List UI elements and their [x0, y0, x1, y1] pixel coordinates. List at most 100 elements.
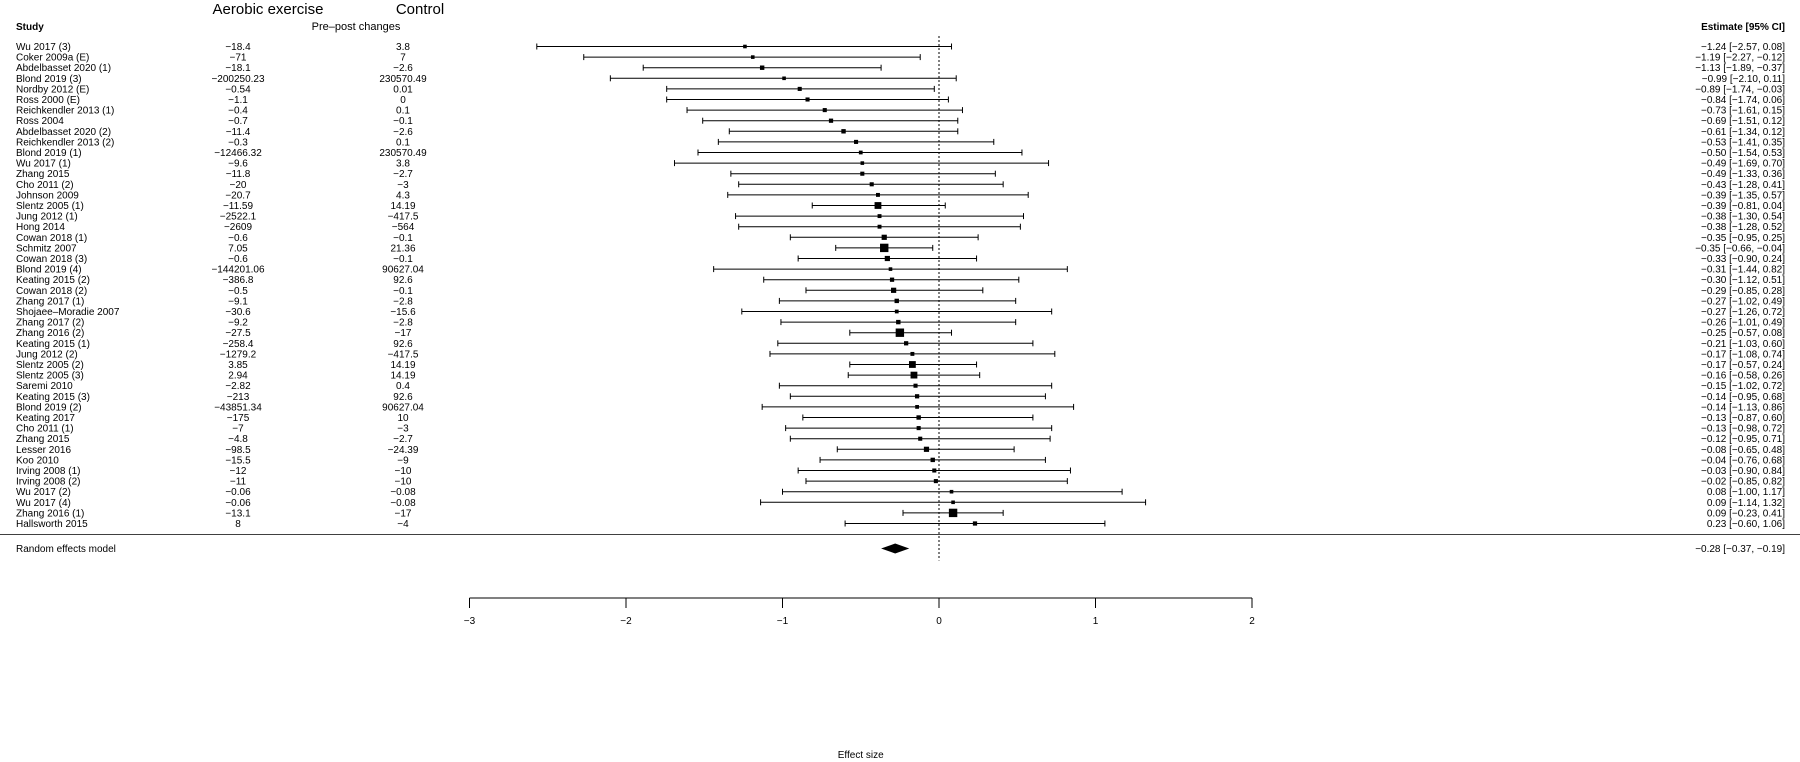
- point-estimate: [782, 76, 786, 81]
- point-estimate: [913, 383, 918, 388]
- exercise-change: −11.59: [223, 201, 254, 212]
- estimate-ci-label: −1.24 [−2.57, 0.08]: [1701, 42, 1785, 53]
- control-change: 10: [397, 413, 409, 424]
- point-estimate: [854, 139, 859, 144]
- study-row: Hallsworth 2015 8 −4 0.23 [−0.60, 1.06]: [16, 519, 1785, 530]
- estimate-ci-label: −0.13 [−0.87, 0.60]: [1701, 413, 1785, 424]
- exercise-change: 7.05: [228, 243, 248, 254]
- estimate-ci-label: −0.69 [−1.51, 0.12]: [1701, 116, 1785, 127]
- exercise-change: −175: [227, 413, 250, 424]
- point-estimate: [888, 267, 893, 271]
- study-name: Johnson 2009: [16, 190, 79, 201]
- study-name: Wu 2017 (4): [16, 498, 71, 509]
- estimate-ci-label: −0.29 [−0.85, 0.28]: [1701, 286, 1785, 297]
- control-change: −2.7: [393, 169, 413, 180]
- estimate-ci-label: −0.73 [−1.61, 0.15]: [1701, 106, 1785, 117]
- estimate-ci-label: −0.99 [−2.10, 0.11]: [1702, 74, 1785, 85]
- study-name: Reichkendler 2013 (1): [16, 106, 114, 117]
- control-change: −10: [395, 466, 412, 477]
- control-change: −4: [397, 519, 409, 530]
- axis-tick-label: −2: [620, 616, 632, 627]
- control-change: 7: [400, 53, 406, 64]
- point-estimate: [743, 44, 747, 49]
- control-change: −2.7: [393, 434, 413, 445]
- exercise-change: −2609: [224, 222, 253, 233]
- estimate-ci-label: −0.39 [−1.35, 0.57]: [1701, 190, 1785, 201]
- control-change: −9: [397, 455, 409, 466]
- point-estimate: [930, 457, 935, 463]
- point-estimate: [889, 277, 895, 282]
- summary-estimate: −0.28 [−0.37, −0.19]: [1695, 544, 1785, 555]
- control-change: 230570.49: [379, 74, 427, 85]
- exercise-change: −144201.06: [211, 265, 265, 276]
- exercise-change: −18.1: [225, 63, 251, 74]
- study-row: Reichkendler 2013 (1) −0.4 0.1 −0.73 [−1.61…: [16, 106, 1785, 117]
- study-name: Hallsworth 2015: [16, 519, 88, 530]
- control-change: 90627.04: [382, 402, 424, 413]
- control-change: 14.19: [390, 360, 415, 371]
- study-name: Jung 2012 (1): [16, 212, 78, 223]
- estimate-ci-label: 0.23 [−0.60, 1.06]: [1707, 519, 1785, 530]
- study-row: Irving 2008 (2) −11 −10 −0.02 [−0.85, 0.82]: [16, 477, 1785, 488]
- point-estimate: [759, 65, 765, 70]
- study-row: Cho 2011 (2) −20 −3 −0.43 [−1.28, 0.41]: [16, 180, 1785, 191]
- estimate-ci-label: −0.13 [−0.98, 0.72]: [1701, 424, 1785, 435]
- study-name: Blond 2019 (1): [16, 148, 82, 159]
- study-name: Zhang 2015: [16, 434, 70, 445]
- control-change: −0.08: [390, 498, 416, 509]
- study-row: Abdelbasset 2020 (2) −11.4 −2.6 −0.61 [−1.3…: [16, 127, 1785, 138]
- study-name: Blond 2019 (2): [16, 402, 82, 413]
- point-estimate: [797, 86, 802, 91]
- exercise-change: −11.8: [226, 169, 251, 180]
- exercise-change: −9.1: [228, 296, 248, 307]
- exercise-change: −15.5: [225, 455, 251, 466]
- exercise-change: −4.8: [228, 434, 248, 445]
- study-row: Keating 2015 (3) −213 92.6 −0.14 [−0.95, 0.…: [16, 392, 1785, 403]
- exercise-group-header: Aerobic exercise: [213, 1, 324, 18]
- control-change: 0.4: [396, 381, 410, 392]
- control-change: 14.19: [390, 201, 415, 212]
- control-change: −0.1: [393, 286, 413, 297]
- study-row: Cho 2011 (1) −7 −3 −0.13 [−0.98, 0.72]: [16, 424, 1785, 435]
- summary-row: Random effects model −0.28 [−0.37, −0.19…: [16, 543, 1785, 555]
- control-change: 0: [400, 95, 406, 106]
- point-estimate: [877, 214, 882, 219]
- study-row: Shojaee–Moradie 2007 −30.6 −15.6 −0.27 [−1.…: [16, 307, 1785, 318]
- study-row: Abdelbasset 2020 (1) −18.1 −2.6 −1.13 [−1.8…: [16, 63, 1785, 74]
- estimate-ci-label: −0.38 [−1.30, 0.54]: [1701, 212, 1785, 223]
- estimate-ci-label: −0.26 [−1.01, 0.49]: [1701, 318, 1785, 329]
- study-row: Johnson 2009 −20.7 4.3 −0.39 [−1.35, 0.57]: [16, 190, 1785, 201]
- estimate-ci-label: −0.33 [−0.90, 0.24]: [1701, 254, 1785, 265]
- point-estimate: [805, 97, 810, 102]
- exercise-change: −43851.34: [214, 402, 262, 413]
- study-name: Reichkendler 2013 (2): [16, 137, 114, 148]
- exercise-change: −18.4: [225, 42, 251, 53]
- study-name: Ross 2000 (E): [16, 95, 80, 106]
- control-change: −0.08: [390, 487, 416, 498]
- study-row: Blond 2019 (2) −43851.34 90627.04 −0.14 [−1…: [16, 402, 1785, 413]
- study-row: Zhang 2016 (1) −13.1 −17 0.09 [−0.23, 0.41]: [16, 508, 1785, 519]
- control-change: −0.1: [393, 233, 413, 244]
- point-estimate: [932, 468, 937, 473]
- estimate-ci-label: −0.27 [−1.02, 0.49]: [1701, 296, 1785, 307]
- study-name: Wu 2017 (1): [16, 159, 71, 170]
- control-change: −417.5: [388, 349, 419, 360]
- study-name: Koo 2010: [16, 455, 59, 466]
- study-row: Keating 2017 −175 10 −0.13 [−0.87, 0.60]: [16, 413, 1785, 424]
- estimate-ci-label: −0.16 [−0.58, 0.26]: [1701, 371, 1785, 382]
- control-change: −417.5: [388, 212, 419, 223]
- study-name: Zhang 2017 (2): [16, 318, 84, 329]
- prepost-subheader: Pre–post changes: [312, 21, 401, 33]
- estimate-ci-label: −0.50 [−1.54, 0.53]: [1701, 148, 1785, 159]
- estimate-ci-label: −0.61 [−1.34, 0.12]: [1701, 127, 1785, 138]
- estimate-ci-label: −0.30 [−1.12, 0.51]: [1701, 275, 1785, 286]
- exercise-change: −1.1: [228, 95, 248, 106]
- study-name: Abdelbasset 2020 (1): [16, 63, 111, 74]
- study-name: Abdelbasset 2020 (2): [16, 127, 111, 138]
- estimate-ci-label: −0.35 [−0.95, 0.25]: [1701, 233, 1785, 244]
- estimate-ci-label: −0.21 [−1.03, 0.60]: [1701, 339, 1785, 350]
- control-change: 21.36: [390, 243, 415, 254]
- exercise-change: −13.1: [225, 508, 251, 519]
- study-row: Cowan 2018 (3) −0.6 −0.1 −0.33 [−0.90, 0.24…: [16, 254, 1785, 265]
